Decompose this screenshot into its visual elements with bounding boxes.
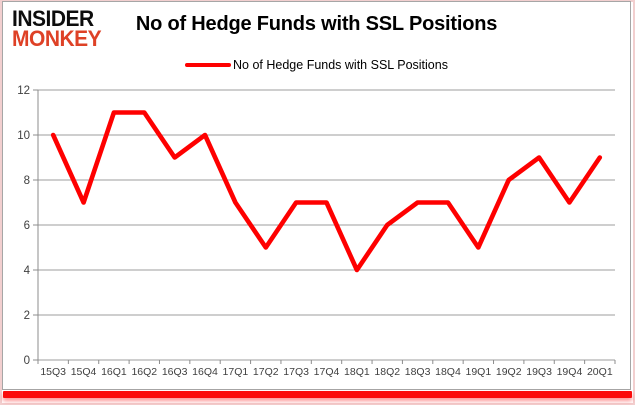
x-tick-label: 16Q2: [131, 366, 157, 378]
x-tick-label: 17Q4: [314, 366, 340, 378]
legend-label: No of Hedge Funds with SSL Positions: [233, 58, 448, 72]
x-tick-label: 18Q4: [435, 366, 461, 378]
x-tick-label: 16Q4: [192, 366, 218, 378]
x-tick-label: 19Q1: [465, 366, 491, 378]
x-tick-label: 17Q3: [283, 366, 309, 378]
y-tick-label: 0: [24, 355, 30, 367]
x-tick-label: 20Q1: [587, 366, 613, 378]
y-tick-label: 2: [24, 310, 30, 322]
insider-monkey-logo: INSIDER MONKEY: [12, 6, 102, 52]
y-tick-label: 4: [24, 265, 31, 277]
logo-text-monkey: MONKEY: [12, 27, 102, 52]
line-chart: 0 2 4 6 8 10 12 15Q3 15Q4 16Q1 16Q2 16Q3 16Q4 17Q1 17Q…: [17, 85, 616, 378]
legend: No of Hedge Funds with SSL Positions: [3, 58, 630, 72]
x-tick-label: 19Q4: [557, 366, 583, 378]
x-tick-label: 15Q4: [71, 366, 97, 378]
y-tick-label: 10: [17, 130, 30, 142]
legend-line-swatch: [185, 63, 232, 67]
x-tick-label: 18Q3: [405, 366, 431, 378]
bottom-red-bar: [3, 391, 632, 398]
logo-text-insider: INSIDER: [12, 6, 94, 32]
x-tick-label: 19Q3: [526, 366, 552, 378]
chart-frame: INSIDER MONKEY No of Hedge Funds with SS…: [2, 1, 631, 390]
x-tick-label: 18Q2: [374, 366, 400, 378]
x-tick-label: 19Q2: [496, 366, 522, 378]
x-tick-label: 16Q1: [101, 366, 127, 378]
x-tick-label: 18Q1: [344, 366, 370, 378]
x-tick-label: 17Q1: [223, 366, 249, 378]
x-tick-label: 16Q3: [162, 366, 188, 378]
y-tick-label: 12: [17, 85, 30, 97]
y-tick-label: 8: [24, 175, 30, 187]
x-tick-label: 15Q3: [40, 366, 66, 378]
chart-title: No of Hedge Funds with SSL Positions: [135, 13, 498, 35]
x-tick-label: 17Q2: [253, 366, 279, 378]
y-tick-label: 6: [24, 220, 30, 232]
series-line: [50, 110, 603, 273]
